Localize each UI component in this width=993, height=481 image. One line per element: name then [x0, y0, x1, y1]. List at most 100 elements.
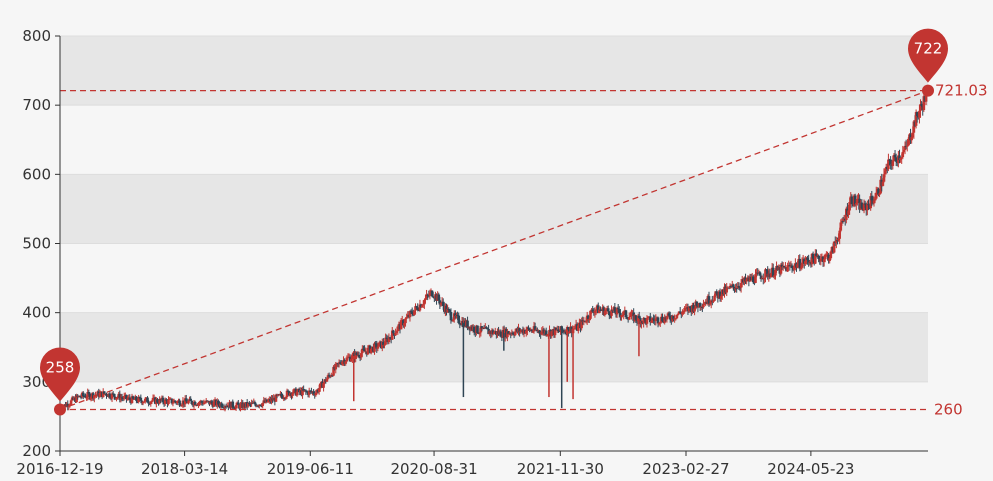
candle-body — [322, 382, 325, 388]
candle-body — [312, 391, 315, 394]
candle-body — [438, 300, 442, 305]
candle-body — [518, 328, 521, 333]
candle-body — [156, 399, 159, 403]
candle-body — [414, 306, 417, 311]
background-band — [60, 36, 928, 106]
candle-body — [790, 265, 794, 269]
candle-body — [513, 331, 517, 336]
trend-line — [59, 90, 929, 411]
candle-body — [399, 320, 403, 330]
candle-body — [807, 259, 810, 263]
candle-body — [78, 395, 82, 397]
candle-body — [355, 352, 359, 356]
candle-body — [627, 316, 631, 320]
candle-body — [836, 240, 839, 242]
candle-body — [877, 188, 880, 195]
candle-body — [417, 310, 421, 312]
candle-body — [126, 398, 129, 400]
background-bands — [60, 36, 928, 451]
candle-body — [599, 309, 602, 311]
candle-body — [839, 222, 843, 231]
candle-body — [832, 241, 836, 253]
candle-body — [95, 394, 98, 396]
candle-body — [447, 308, 451, 311]
candle-body — [870, 196, 874, 201]
candle-body — [304, 390, 308, 392]
candle-body — [786, 265, 789, 272]
candle-body — [161, 397, 165, 403]
candle-body — [403, 323, 406, 326]
candle-body — [105, 393, 108, 396]
candle-body — [204, 400, 208, 403]
candle-body — [491, 330, 495, 334]
candle-body — [854, 203, 858, 205]
candle-body — [668, 315, 672, 320]
candle-body — [665, 316, 669, 320]
candle-body — [769, 273, 773, 278]
candle-body — [657, 323, 661, 325]
candle-body — [404, 318, 407, 324]
y-tick-label: 700 — [22, 96, 51, 114]
candle-body — [773, 275, 776, 277]
mark-point-dot — [922, 84, 934, 97]
candle-body — [369, 348, 373, 353]
candle-body — [853, 195, 857, 205]
candle-body — [899, 158, 902, 160]
candle-body — [596, 305, 600, 314]
candle-body — [128, 397, 132, 400]
candle-body — [85, 397, 88, 399]
candle-body — [735, 288, 738, 290]
candle-body — [591, 309, 595, 312]
x-tick-label: 2021-11-30 — [517, 460, 604, 478]
candle-body — [326, 375, 330, 379]
candle-body — [828, 258, 832, 261]
candle-body — [650, 321, 653, 323]
candle-body — [295, 391, 299, 396]
candle-body — [758, 272, 762, 276]
candle-body — [423, 300, 426, 305]
candle-body — [480, 326, 484, 329]
candle-body — [394, 332, 397, 336]
candle-body — [804, 261, 807, 264]
candle-body — [783, 265, 786, 268]
candle-body — [651, 318, 654, 322]
candle-body — [150, 400, 154, 402]
x-tick-label: 2018-03-14 — [141, 460, 228, 478]
candle-body — [654, 318, 658, 322]
candle-body — [351, 354, 354, 360]
candle-body — [792, 266, 796, 270]
candle-body — [421, 304, 425, 306]
candle-body — [810, 253, 814, 265]
candle-body — [867, 204, 870, 206]
candle-body — [292, 389, 295, 394]
candle-body — [196, 404, 199, 406]
candle-body — [314, 392, 318, 396]
candle-body — [485, 326, 488, 329]
candle-body — [920, 104, 923, 106]
candle-body — [905, 145, 909, 147]
candle-body — [366, 347, 370, 355]
candle-body — [918, 110, 921, 118]
candle-body — [732, 284, 735, 288]
candle-body — [466, 320, 469, 329]
candle-body — [89, 397, 93, 399]
candle-body — [848, 201, 851, 211]
candle-body — [536, 329, 539, 332]
candle-body — [499, 331, 503, 337]
candle-body — [911, 132, 915, 138]
candle-body — [682, 311, 685, 313]
candle-body — [624, 310, 628, 318]
x-axis-ticks: 2016-12-19 2018-03-14 2019-06-11 2020-08-31… — [16, 451, 854, 478]
candle-body — [892, 155, 896, 161]
candle-body — [898, 155, 901, 160]
candle-body — [814, 253, 817, 264]
candle-body — [302, 388, 305, 391]
candle-body — [625, 317, 629, 319]
candle-body — [891, 160, 895, 166]
candle-body — [246, 403, 250, 407]
candle-body — [604, 309, 608, 311]
candle-body — [125, 394, 128, 400]
x-tick-label: 2019-06-11 — [267, 460, 354, 478]
candle-body — [492, 332, 496, 334]
